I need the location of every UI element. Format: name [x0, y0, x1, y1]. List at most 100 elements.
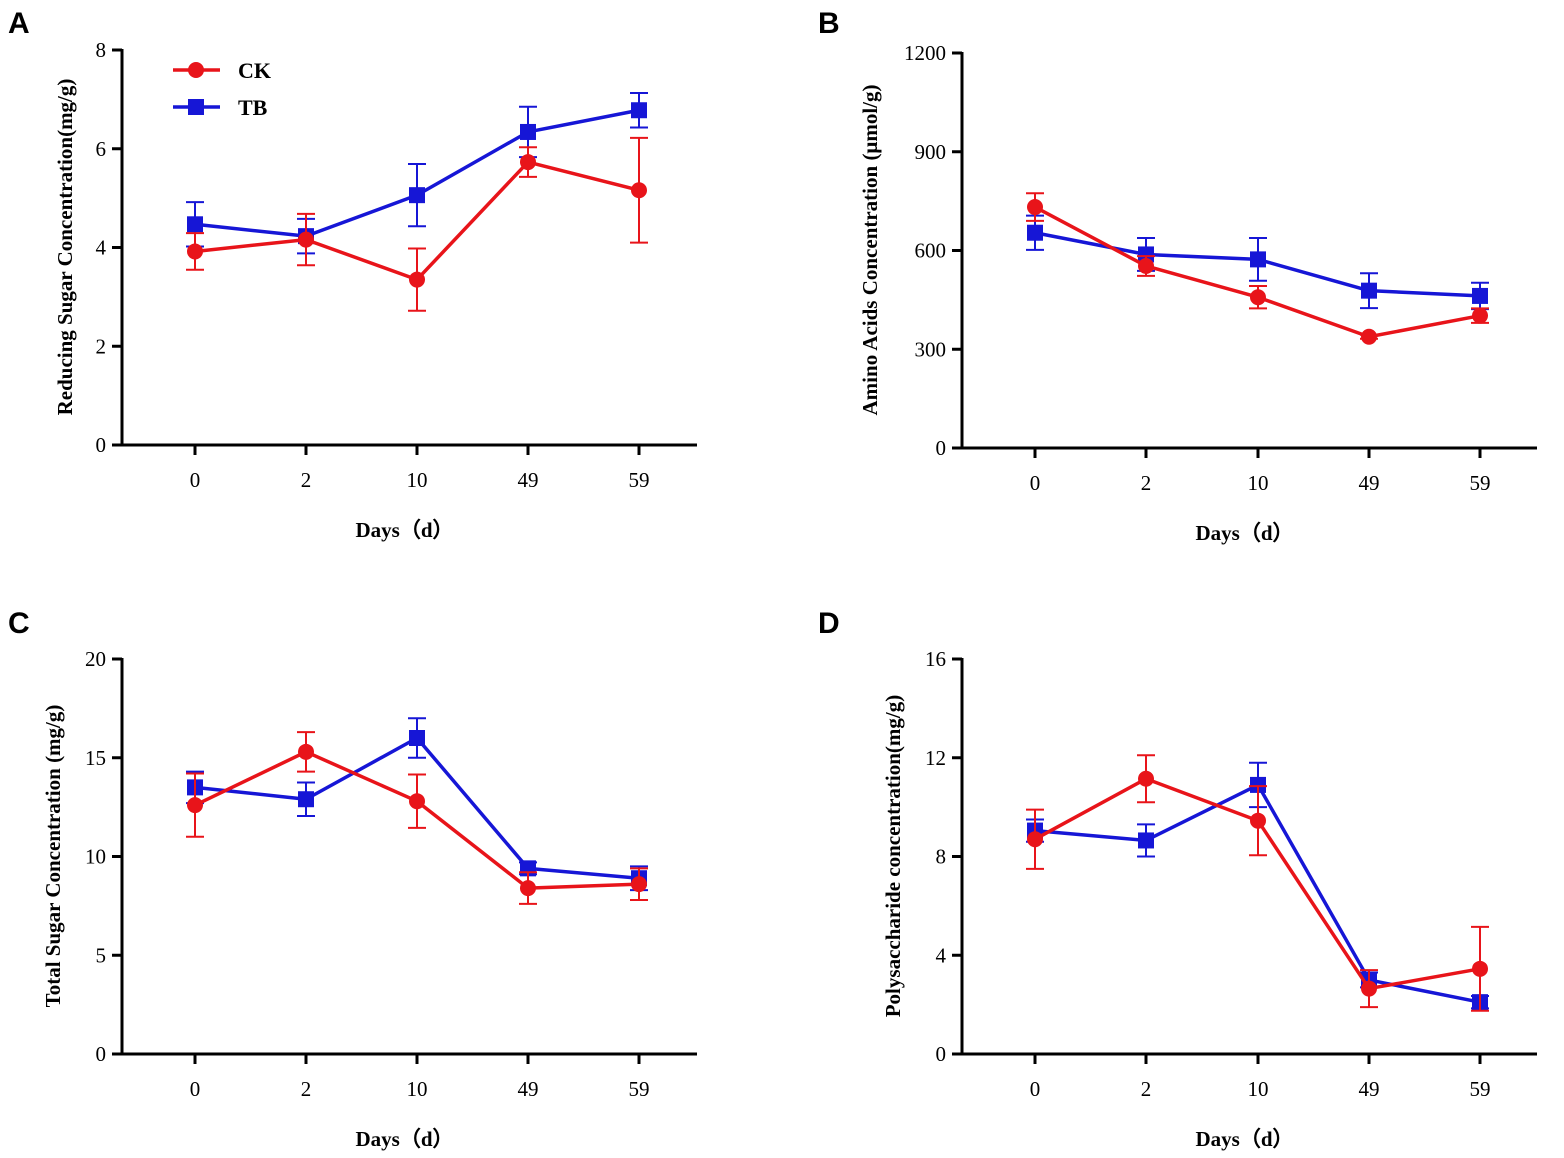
- panel-b: B 0 300 600 900 1200 0 2 10 49 59 Days（d） Amino Acid…: [818, 7, 1537, 545]
- x-tick-label: 0: [1030, 1077, 1041, 1101]
- panel-a: A 0 2 4 6 8 0 2 10 49 59 Days（d） Reducing Sugar Conc…: [8, 7, 697, 542]
- data-point: [1472, 960, 1488, 977]
- data-point: [1250, 289, 1266, 306]
- data-point: [187, 216, 203, 233]
- y-tick-label: 5: [96, 943, 107, 967]
- data-point: [409, 271, 425, 288]
- y-axis-title: Total Sugar Concentration (mg/g): [41, 705, 65, 1008]
- x-tick-label: 10: [1248, 1077, 1269, 1101]
- panel-letter: D: [818, 607, 840, 640]
- x-tick-label: 0: [190, 1077, 201, 1101]
- x-tick-label: 0: [1030, 471, 1041, 495]
- x-tick-label: 49: [1359, 471, 1380, 495]
- data-point: [1250, 776, 1266, 793]
- y-axis-title: Reducing Sugar Concentration(mg/g): [53, 79, 77, 416]
- series-ck: [1026, 754, 1489, 1012]
- data-point: [631, 876, 647, 893]
- y-tick-label: 16: [925, 647, 946, 671]
- x-tick-label: 2: [301, 1077, 312, 1101]
- data-point: [1250, 251, 1266, 268]
- data-point: [409, 730, 425, 746]
- x-axis-title: Days（d）: [1195, 521, 1293, 545]
- x-tick-label: 10: [407, 1077, 428, 1101]
- x-axis-title: Days（d）: [1195, 1127, 1293, 1151]
- y-tick-label: 1200: [904, 41, 946, 65]
- x-tick-label: 2: [301, 468, 312, 492]
- y-tick-label: 20: [85, 647, 106, 671]
- y-tick-label: 8: [936, 845, 947, 869]
- x-tick-label: 59: [1470, 471, 1491, 495]
- x-tick-label: 0: [190, 468, 201, 492]
- legend-label: CK: [238, 58, 271, 83]
- legend-marker: [188, 99, 204, 115]
- data-point: [520, 880, 536, 897]
- y-tick-label: 4: [96, 236, 107, 260]
- x-tick-label: 59: [629, 1077, 650, 1101]
- x-tick-label: 59: [629, 468, 650, 492]
- legend-entry-tb: TB: [173, 95, 268, 120]
- data-point: [1361, 282, 1377, 299]
- data-point: [1027, 199, 1043, 216]
- y-axis-title: Amino Acids Concentration (μmol/g): [858, 85, 882, 416]
- legend-marker: [188, 62, 204, 78]
- y-tick-label: 900: [915, 140, 947, 164]
- data-point: [1027, 831, 1043, 848]
- data-point: [298, 743, 314, 760]
- panel-letter: A: [8, 7, 30, 40]
- x-axis-title: Days（d）: [355, 518, 453, 542]
- data-point: [187, 797, 203, 814]
- data-point: [1138, 257, 1154, 274]
- data-point: [1138, 246, 1154, 263]
- panel-d: D 0 4 8 12 16 0 2 10 49 59 Days（d） Polysaccharide co…: [818, 607, 1537, 1151]
- data-point: [187, 243, 203, 260]
- y-tick-label: 0: [936, 1042, 947, 1066]
- data-point: [1138, 770, 1154, 787]
- x-tick-label: 10: [1248, 471, 1269, 495]
- x-tick-label: 10: [407, 468, 428, 492]
- data-point: [631, 182, 647, 199]
- legend-label: TB: [238, 95, 268, 120]
- y-axis-title: Polysaccharide concentration(mg/g): [881, 695, 905, 1018]
- data-point: [1250, 812, 1266, 829]
- x-tick-label: 49: [1359, 1077, 1380, 1101]
- x-tick-label: 2: [1141, 471, 1152, 495]
- panel-letter: C: [8, 607, 30, 640]
- data-point: [520, 123, 536, 140]
- y-tick-label: 4: [936, 943, 947, 967]
- series-ck: [1026, 192, 1489, 345]
- legend-entry-ck: CK: [173, 58, 271, 83]
- y-tick-label: 600: [915, 239, 947, 263]
- y-tick-label: 0: [936, 436, 947, 460]
- y-tick-label: 0: [96, 1042, 107, 1066]
- x-tick-label: 49: [518, 1077, 539, 1101]
- x-tick-label: 59: [1470, 1077, 1491, 1101]
- data-point: [1027, 224, 1043, 241]
- data-point: [298, 231, 314, 248]
- x-axis-title: Days（d）: [355, 1127, 453, 1151]
- data-point: [520, 154, 536, 171]
- data-point: [631, 102, 647, 119]
- y-tick-label: 15: [85, 746, 106, 770]
- data-point: [1361, 328, 1377, 345]
- data-point: [298, 791, 314, 808]
- data-point: [409, 187, 425, 204]
- legend: CK TB: [173, 58, 271, 120]
- data-point: [1138, 832, 1154, 849]
- y-tick-label: 8: [96, 38, 107, 62]
- y-tick-label: 300: [915, 337, 947, 361]
- panel-letter: B: [818, 7, 840, 40]
- data-point: [1472, 287, 1488, 304]
- series-ck: [186, 136, 648, 312]
- y-tick-label: 12: [925, 746, 946, 770]
- series-ck: [186, 731, 648, 905]
- data-point: [1361, 980, 1377, 997]
- data-point: [1472, 307, 1488, 324]
- y-tick-label: 10: [85, 845, 106, 869]
- panel-c: C 0 5 10 15 20 0 2 10 49 59 Days（d） Total Sugar Conc…: [8, 607, 697, 1151]
- x-tick-label: 49: [518, 468, 539, 492]
- y-tick-label: 2: [96, 334, 107, 358]
- y-tick-label: 6: [96, 137, 107, 161]
- x-tick-label: 2: [1141, 1077, 1152, 1101]
- data-point: [409, 793, 425, 810]
